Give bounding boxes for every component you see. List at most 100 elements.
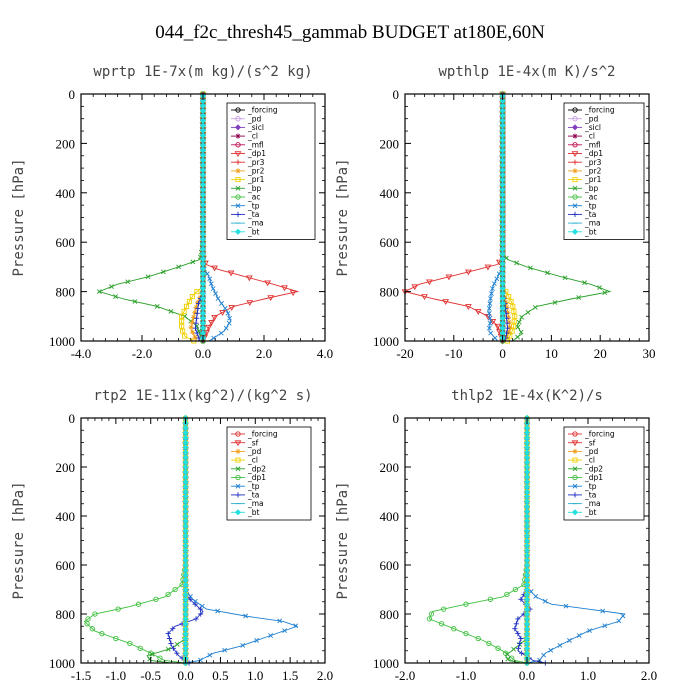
- legend-marker: [235, 116, 241, 122]
- data-point: [96, 289, 102, 294]
- x-tick-label: 1.0: [580, 668, 596, 683]
- data-point: [487, 315, 493, 321]
- legend: _forcing_pd_sicl_cl_mfl_dp1_pr3_pr2_pr1_…: [226, 102, 316, 240]
- data-point: [267, 295, 275, 302]
- data-point: [421, 294, 428, 301]
- series-bt: [523, 414, 531, 667]
- data-point: [226, 320, 232, 326]
- data-point: [211, 265, 218, 272]
- data-point: [465, 304, 472, 310]
- legend-item: _ta: [568, 210, 596, 219]
- legend-label: _pr2: [584, 167, 602, 176]
- data-point: [208, 319, 215, 326]
- data-point: [426, 279, 433, 286]
- y-axis-label: Pressure [hPa]: [11, 481, 27, 599]
- data-point: [153, 596, 159, 602]
- legend-label: _dp2: [247, 464, 266, 473]
- data-point: [170, 626, 176, 632]
- series-group: [83, 414, 299, 667]
- legend-marker: [572, 159, 578, 165]
- data-point: [505, 656, 511, 662]
- x-tick-label: -0.5: [140, 668, 161, 683]
- data-point: [227, 315, 232, 321]
- y-tick-label: 800: [380, 607, 400, 622]
- x-tick-label: 30: [643, 346, 656, 361]
- y-tick-label: 600: [56, 558, 76, 573]
- data-point: [518, 596, 524, 602]
- x-tick-label: -1.0: [456, 668, 477, 683]
- data-point: [115, 606, 121, 612]
- data-point: [541, 652, 547, 658]
- legend-label: _tp: [584, 201, 597, 210]
- legend-marker: [572, 466, 578, 472]
- data-point: [510, 303, 516, 309]
- legend-item: _dp1: [568, 149, 603, 158]
- legend-marker: [235, 211, 241, 217]
- data-point: [440, 606, 447, 612]
- data-point: [515, 324, 521, 330]
- series-group: [401, 91, 612, 345]
- legend-item: _dp2: [231, 464, 266, 473]
- legend-marker: [571, 509, 579, 516]
- data-point: [503, 299, 509, 306]
- data-point: [179, 318, 185, 324]
- legend-label: _pd: [247, 447, 262, 456]
- data-point: [213, 291, 218, 296]
- data-point: [227, 270, 235, 277]
- legend-label: _mfl: [247, 140, 264, 149]
- data-point: [145, 274, 151, 280]
- x-tick-label: -1.5: [71, 668, 92, 683]
- data-point: [515, 645, 522, 651]
- data-point: [137, 645, 143, 651]
- legend-label: _pr2: [247, 167, 265, 176]
- data-point: [567, 638, 572, 643]
- legend-item: _forcing: [568, 430, 615, 439]
- legend-label: _bt: [584, 508, 597, 517]
- data-point: [507, 324, 513, 330]
- x-tick-label: 1.0: [247, 668, 263, 683]
- data-point: [491, 281, 497, 287]
- data-point: [198, 611, 204, 617]
- data-point: [194, 330, 200, 336]
- x-tick-label: -1.0: [106, 668, 127, 683]
- data-point: [506, 294, 512, 300]
- x-tick-label: 4.0: [317, 346, 333, 361]
- data-point: [428, 611, 435, 617]
- legend-marker: [571, 228, 579, 235]
- x-tick-label: -2.0: [132, 346, 153, 361]
- legend-marker: [572, 492, 578, 498]
- data-point: [511, 318, 517, 324]
- data-point: [179, 323, 185, 329]
- data-point: [293, 623, 299, 629]
- figure-title: 044_f2c_thresh45_gammab BUDGET at180E,60…: [155, 22, 545, 43]
- data-point: [168, 640, 174, 646]
- legend-marker: [234, 151, 242, 157]
- data-point: [125, 279, 131, 285]
- data-point: [519, 314, 525, 320]
- data-point: [504, 325, 511, 331]
- legend-label: _dp1: [584, 149, 603, 158]
- y-tick-label: 200: [56, 136, 76, 151]
- data-point: [165, 646, 171, 652]
- data-point: [512, 313, 518, 319]
- y-tick-label: 1000: [373, 656, 399, 671]
- data-point: [268, 633, 274, 638]
- data-point: [207, 652, 213, 658]
- data-point: [198, 657, 203, 663]
- legend-item: _dp1: [231, 473, 266, 482]
- legend-label: _bt: [584, 227, 597, 236]
- y-axis-label: Pressure [hPa]: [11, 158, 27, 276]
- x-tick-label: 0.0: [519, 668, 535, 683]
- chart-panel-4: thlp2 1E-4x(K^2)/s Pressure [hPa] -2.0 -1.0…: [335, 388, 657, 683]
- legend-label: _bt: [247, 508, 260, 517]
- legend-label: _ma: [247, 219, 264, 228]
- legend-marker: [572, 185, 578, 191]
- data-point: [533, 593, 539, 599]
- legend-item: _dp1: [231, 149, 266, 158]
- y-tick-label: 600: [56, 235, 76, 250]
- chart-panel-2: wpthlp 1E-4x(m K)/s^2 Pressure [hPa] -20 -1…: [335, 64, 656, 361]
- data-point: [490, 286, 495, 292]
- legend-marker: [235, 177, 241, 183]
- x-tick-label: 10: [545, 346, 558, 361]
- legend-label: _forcing: [247, 430, 278, 439]
